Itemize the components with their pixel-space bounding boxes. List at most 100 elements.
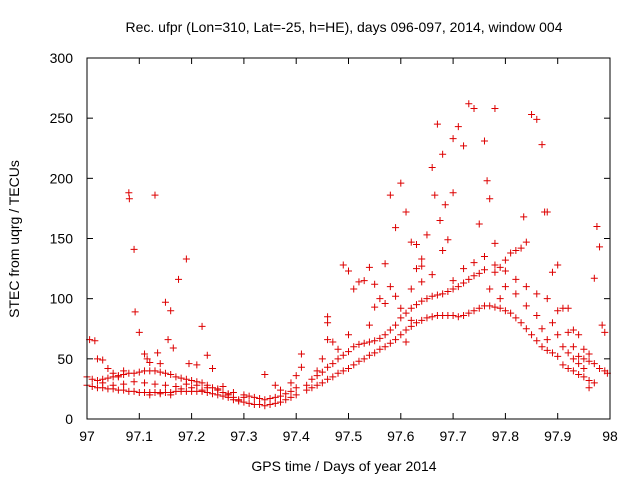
- data-point: [501, 256, 509, 264]
- x-tick-label: 97.9: [544, 428, 571, 444]
- y-tick-label: 250: [50, 110, 74, 126]
- data-point: [104, 374, 112, 382]
- data-point: [554, 307, 562, 315]
- data-point: [329, 338, 337, 346]
- data-point: [131, 308, 139, 316]
- data-point: [423, 295, 431, 303]
- data-point: [318, 379, 326, 387]
- data-point: [564, 304, 572, 312]
- data-point: [371, 280, 379, 288]
- data-point: [538, 141, 546, 149]
- data-point: [575, 352, 583, 360]
- data-point: [329, 373, 337, 381]
- data-point: [475, 269, 483, 277]
- data-point: [277, 398, 285, 406]
- x-tick-label: 97.4: [283, 428, 310, 444]
- data-point: [501, 267, 509, 275]
- data-point: [109, 381, 117, 389]
- data-point: [496, 295, 504, 303]
- data-point: [130, 369, 138, 377]
- data-point: [433, 120, 441, 128]
- data-point: [480, 266, 488, 274]
- data-point: [339, 351, 347, 359]
- data-point: [598, 321, 606, 329]
- data-point: [407, 285, 415, 293]
- data-point: [590, 274, 598, 282]
- data-point: [392, 321, 400, 329]
- data-point: [460, 279, 468, 287]
- data-point: [381, 331, 389, 339]
- data-point: [120, 380, 128, 388]
- data-point: [428, 164, 436, 172]
- data-point: [324, 313, 332, 321]
- data-point: [324, 336, 332, 344]
- data-point: [538, 325, 546, 333]
- data-point: [381, 260, 389, 268]
- data-point: [533, 337, 541, 345]
- data-point: [209, 364, 217, 372]
- data-point: [355, 340, 363, 348]
- x-tick-label: 97.2: [178, 428, 205, 444]
- data-point: [271, 393, 279, 401]
- data-point: [439, 150, 447, 158]
- data-point: [470, 307, 478, 315]
- data-point: [156, 368, 164, 376]
- data-point: [250, 393, 258, 401]
- data-point: [355, 357, 363, 365]
- data-point: [543, 336, 551, 344]
- data-point: [491, 239, 499, 247]
- data-point: [146, 358, 154, 366]
- data-point: [203, 351, 211, 359]
- data-point: [397, 331, 405, 339]
- data-point: [407, 304, 415, 312]
- chart-title: Rec. ufpr (Lon=310, Lat=-25, h=HE), days…: [125, 19, 562, 35]
- data-point: [564, 328, 572, 336]
- data-point: [198, 322, 206, 330]
- x-tick-label: 98: [602, 428, 618, 444]
- data-point: [444, 236, 452, 244]
- data-point: [229, 396, 237, 404]
- y-tick-label: 300: [50, 50, 74, 66]
- data-point: [266, 401, 274, 409]
- data-point: [386, 191, 394, 199]
- data-point: [193, 361, 201, 369]
- data-point: [141, 350, 149, 358]
- data-point: [235, 397, 243, 405]
- data-point: [517, 319, 525, 327]
- data-point: [486, 195, 494, 203]
- data-point: [522, 325, 530, 333]
- data-point: [418, 316, 426, 324]
- data-point: [507, 309, 515, 317]
- data-point: [219, 392, 227, 400]
- data-point: [376, 334, 384, 342]
- data-point: [454, 123, 462, 131]
- data-point: [543, 208, 551, 216]
- data-point: [585, 350, 593, 358]
- data-point: [120, 386, 128, 394]
- data-point: [99, 379, 107, 387]
- data-point: [501, 283, 509, 291]
- data-point: [433, 291, 441, 299]
- data-point: [154, 349, 162, 357]
- data-point: [161, 369, 169, 377]
- data-point: [460, 312, 468, 320]
- data-point: [146, 391, 154, 399]
- data-point: [256, 401, 264, 409]
- data-point: [88, 383, 96, 391]
- data-point: [345, 331, 352, 339]
- data-point: [454, 313, 462, 321]
- y-tick-label: 0: [65, 411, 73, 427]
- data-point: [135, 328, 143, 336]
- x-axis-label: GPS time / Days of year 2014: [251, 458, 436, 474]
- tick-labels: 97 97.1 97.2 97.3 97.4 97.5 97.6 97.7 97.8 97.9 98…: [50, 50, 618, 444]
- data-point: [318, 368, 326, 376]
- data-point: [554, 352, 562, 360]
- data-point: [564, 364, 572, 372]
- data-point: [575, 370, 583, 378]
- data-point: [575, 360, 583, 368]
- data-point: [496, 263, 504, 271]
- data-point: [486, 285, 494, 293]
- data-point: [156, 390, 164, 398]
- data-point: [423, 231, 431, 239]
- data-point: [151, 380, 159, 388]
